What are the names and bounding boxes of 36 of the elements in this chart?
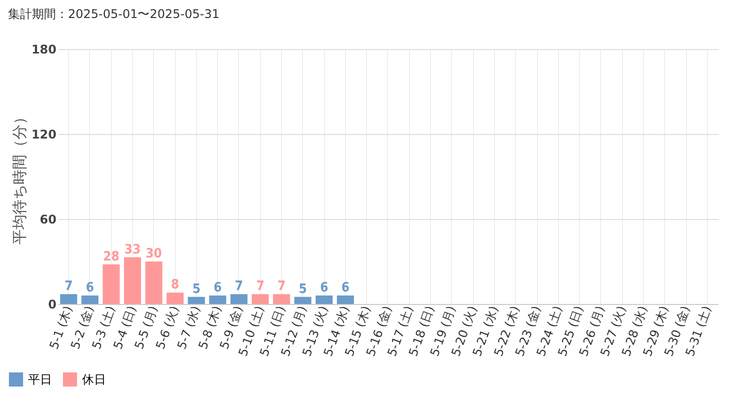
data-label: 30 <box>146 246 162 262</box>
data-label: 7 <box>64 279 73 294</box>
bar <box>124 257 142 304</box>
bar <box>209 296 226 304</box>
data-label: 5 <box>192 282 200 297</box>
data-label: 5 <box>298 282 307 297</box>
bar <box>81 296 98 304</box>
data-label: 33 <box>124 242 141 258</box>
data-label: 7 <box>277 279 286 294</box>
bar <box>166 292 184 304</box>
legend-label: 平日 <box>28 372 52 386</box>
data-label: 6 <box>320 280 328 296</box>
data-label: 6 <box>214 280 222 296</box>
y-tick-label: 180 <box>31 42 56 56</box>
y-axis-title: 平均待ち時間（分） <box>10 110 28 244</box>
data-label: 7 <box>256 279 264 294</box>
bar <box>336 296 354 304</box>
bar <box>273 294 290 304</box>
data-label: 6 <box>341 280 350 296</box>
y-tick-label: 120 <box>31 128 56 142</box>
bar <box>60 294 78 304</box>
data-label: 8 <box>171 278 180 293</box>
legend-label: 休日 <box>82 372 106 386</box>
y-tick-label: 60 <box>40 212 56 226</box>
bar <box>316 296 333 304</box>
y-tick-label: 0 <box>48 298 56 312</box>
bar <box>145 262 162 304</box>
data-label: 7 <box>234 279 244 294</box>
data-label: 28 <box>103 249 120 264</box>
bar <box>252 294 269 304</box>
bar <box>188 296 205 304</box>
bar <box>294 296 312 304</box>
data-label: 6 <box>86 280 94 296</box>
chart-title: 集計期間：2025-05-01〜2025-05-31 <box>8 7 220 21</box>
bar <box>102 264 120 304</box>
bar <box>230 294 248 304</box>
